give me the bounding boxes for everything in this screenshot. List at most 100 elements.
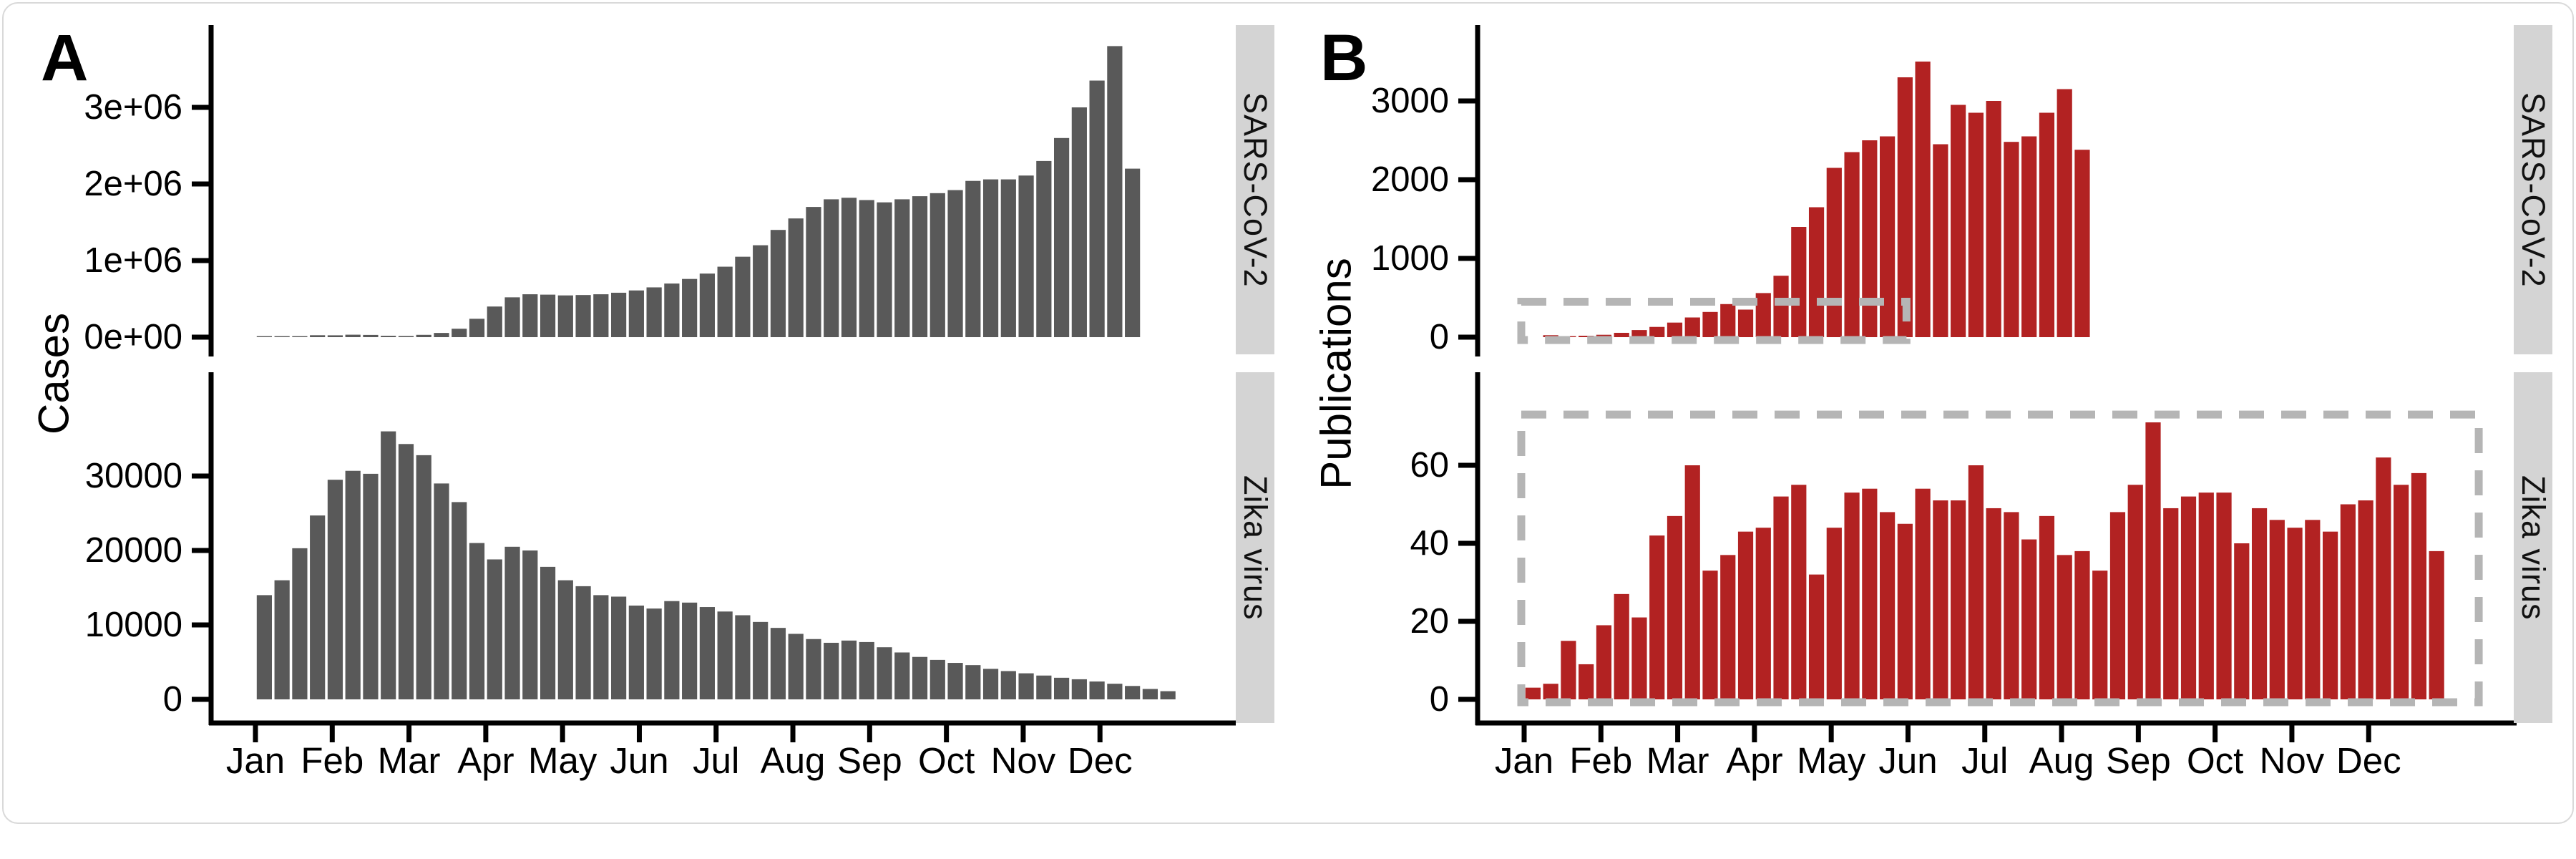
bar-zika_cases-week-40 [947, 663, 963, 699]
bar-sars_cov_2_cases-week-18 [557, 295, 573, 337]
bar-sars_cov_2_publications-week-18 [1826, 168, 1842, 337]
bar-zika_cases-week-47 [1071, 679, 1087, 699]
bar-sars_cov_2_cases-week-46 [1054, 137, 1070, 338]
bar-zika_publications-week-20 [1862, 488, 1878, 699]
bar-zika_cases-week-26 [699, 607, 715, 699]
bar-sars_cov_2_cases-week-42 [982, 179, 999, 337]
x-tick-label-feb: Feb [301, 740, 364, 781]
bar-zika_cases-week-42 [982, 669, 999, 699]
bar-zika_publications-week-49 [2376, 457, 2391, 699]
bar-sars_cov_2_publications-week-12 [1720, 304, 1736, 337]
bar-zika_publications-week-31 [2057, 555, 2072, 699]
bar-sars_cov_2_cases-week-24 [664, 283, 680, 337]
bar-sars_cov_2_cases-week-12 [452, 329, 467, 337]
bar-zika_cases-week-20 [593, 595, 609, 699]
bar-zika_publications-week-8 [1649, 535, 1665, 699]
scale-comparison-dashed-box [1517, 298, 1911, 344]
bar-sars_cov_2_cases-week-20 [593, 294, 609, 337]
bar-zika_cases-week-38 [912, 656, 928, 699]
bar-zika_cases-week-29 [753, 621, 769, 699]
bar-zika_publications-week-41 [2234, 543, 2250, 699]
facet-strip-b-sars-cov-2: SARS-CoV-2 [2514, 25, 2552, 354]
bar-sars_cov_2_cases-week-48 [1089, 80, 1105, 338]
y-tick-label: 0 [1430, 680, 1449, 719]
bar-sars_cov_2_cases-week-39 [930, 193, 945, 337]
bar-zika_cases-week-32 [806, 639, 821, 699]
bar-zika_cases-week-36 [877, 647, 892, 699]
bar-sars_cov_2_cases-week-30 [770, 230, 786, 337]
bar-sars_cov_2_cases-week-10 [416, 334, 431, 337]
bar-zika_cases-week-25 [682, 602, 698, 699]
bar-sars_cov_2_publications-week-14 [1755, 293, 1771, 337]
bar-zika_cases-week-41 [965, 665, 981, 699]
bar-sars_cov_2_publications-week-32 [2074, 150, 2090, 337]
facet-strip-label: SARS-CoV-2 [1237, 92, 1274, 288]
bar-zika_cases-week-15 [504, 546, 520, 699]
x-tick-label-apr: Apr [1726, 740, 1782, 781]
bar-zika_cases-week-16 [522, 550, 538, 699]
bar-zika_publications-week-50 [2394, 485, 2409, 699]
bar-sars_cov_2_cases-week-49 [1107, 46, 1123, 338]
bar-sars_cov_2_cases-week-32 [806, 207, 821, 337]
y-tick-label: 2e+06 [84, 165, 182, 203]
x-tick-label-jul: Jul [693, 740, 739, 781]
bar-sars_cov_2_cases-week-28 [735, 256, 751, 337]
y-tick-label: 20000 [85, 531, 182, 570]
bar-sars_cov_2_cases-week-36 [877, 202, 892, 337]
bar-sars_cov_2_publications-week-11 [1702, 311, 1718, 337]
bar-zika_publications-week-30 [2039, 515, 2055, 699]
y-tick-label: 3000 [1371, 82, 1449, 120]
y-tick-label: 3e+06 [84, 88, 182, 127]
x-tick-label-dec: Dec [1068, 740, 1133, 781]
y-tick-label: 2000 [1371, 160, 1449, 199]
bar-zika_publications-week-9 [1667, 515, 1683, 699]
bar-zika_publications-week-4 [1579, 664, 1594, 699]
bar-zika_cases-week-18 [557, 580, 573, 699]
bar-zika_cases-week-3 [292, 548, 308, 699]
bar-sars_cov_2_publications-week-17 [1808, 207, 1825, 337]
bar-zika_publications-week-12 [1720, 555, 1736, 699]
y-tick-label: 60 [1410, 446, 1449, 485]
bar-sars_cov_2_cases-week-9 [398, 336, 414, 337]
bar-sars_cov_2_publications-week-29 [2021, 136, 2037, 337]
bar-sars_cov_2_publications-week-5 [1596, 334, 1612, 337]
bar-sars_cov_2_publications-week-31 [2057, 89, 2072, 337]
bar-zika_publications-week-26 [1968, 465, 1984, 699]
bar-sars_cov_2_publications-week-26 [1968, 112, 1984, 337]
x-tick-label-jun: Jun [1878, 740, 1937, 781]
x-tick-label-jun: Jun [610, 740, 668, 781]
bar-zika_cases-week-14 [487, 559, 502, 699]
bar-sars_cov_2_cases-week-31 [788, 218, 804, 337]
bar-zika_cases-week-19 [575, 586, 591, 699]
x-tick-label-apr: Apr [457, 740, 514, 781]
bar-sars_cov_2_publications-week-27 [1986, 101, 2001, 337]
bar-zika_cases-week-5 [327, 480, 343, 699]
bar-sars_cov_2_publications-week-24 [1933, 144, 1948, 337]
bar-sars_cov_2_cases-week-35 [859, 200, 874, 337]
bar-zika_cases-week-35 [859, 641, 874, 699]
bar-zika_cases-week-28 [735, 615, 751, 699]
bar-sars_cov_2_cases-week-7 [363, 334, 379, 337]
y-tick-label: 0 [1430, 318, 1449, 356]
bar-sars_cov_2_publications-week-22 [1897, 77, 1913, 337]
bar-sars_cov_2_cases-week-11 [434, 333, 449, 337]
bar-sars_cov_2_publications-week-30 [2039, 112, 2055, 337]
bar-zika_publications-week-40 [2216, 492, 2232, 699]
bar-sars_cov_2_cases-week-2 [274, 336, 290, 337]
bar-zika_cases-week-49 [1107, 684, 1123, 699]
bar-zika_cases-week-17 [540, 566, 556, 699]
bar-zika_publications-week-10 [1684, 465, 1700, 699]
bar-zika_cases-week-45 [1036, 675, 1052, 699]
x-tick-label-jan: Jan [226, 740, 285, 781]
x-tick-label-oct: Oct [918, 740, 975, 781]
x-tick-label-sep: Sep [2106, 740, 2171, 781]
bar-sars_cov_2_publications-week-4 [1579, 336, 1594, 337]
bar-zika_cases-week-37 [894, 652, 910, 699]
publications-axis-title: Publications [1312, 258, 1360, 490]
bar-zika_cases-week-46 [1054, 677, 1070, 699]
bar-zika_cases-week-22 [628, 605, 644, 699]
bar-zika_cases-week-34 [841, 640, 857, 699]
bar-zika_cases-week-33 [824, 642, 839, 699]
bar-zika_cases-week-12 [452, 502, 467, 699]
bar-zika_publications-week-36 [2145, 422, 2161, 699]
